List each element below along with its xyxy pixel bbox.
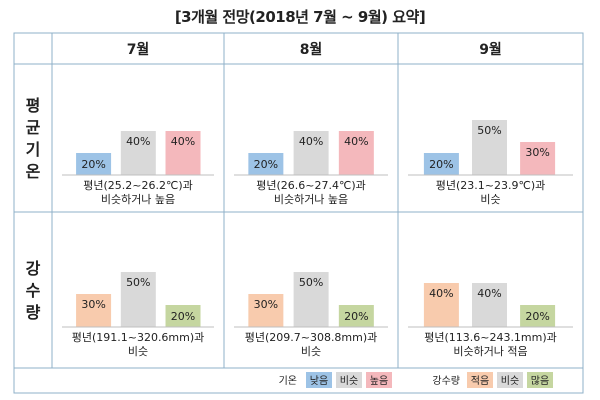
- bar-value-label: 30%: [81, 298, 105, 311]
- bar: [293, 131, 329, 175]
- legend-swatch: [527, 372, 553, 388]
- legend-item-label: 많음: [531, 375, 549, 387]
- legend-temp-title: 기온: [279, 375, 297, 387]
- bar: [472, 283, 507, 327]
- month-header-2: 8월: [300, 41, 323, 58]
- bar: [248, 294, 284, 327]
- legend-item-label: 적음: [471, 375, 489, 387]
- month-header-1: 7월: [127, 41, 150, 58]
- bar: [165, 131, 201, 175]
- outer-frame: [13, 32, 584, 394]
- panel-caption: 비슷: [301, 345, 321, 358]
- bar: [338, 305, 374, 327]
- bar: [520, 305, 556, 327]
- panel-caption: 비슷하거나 높음: [274, 192, 348, 206]
- bar-value-label: 20%: [81, 158, 105, 171]
- panel-caption: 비슷하거나 적음: [453, 344, 527, 358]
- bar: [165, 305, 201, 327]
- legend-item-label: 비슷: [340, 375, 358, 387]
- bar-value-label: 30%: [254, 298, 278, 311]
- bar-value-label: 30%: [525, 146, 549, 159]
- bar: [472, 120, 507, 175]
- legend-swatch: [467, 372, 493, 388]
- bar: [120, 131, 156, 175]
- row-label-cell: [14, 64, 52, 212]
- bar: [338, 131, 374, 175]
- bar-value-label: 40%: [477, 287, 501, 300]
- bar-value-label: 40%: [171, 135, 195, 148]
- bar-value-label: 20%: [344, 310, 368, 323]
- bar-value-label: 40%: [344, 135, 368, 148]
- bar-value-label: 50%: [126, 276, 150, 289]
- bar-value-label: 40%: [429, 287, 453, 300]
- panel-caption: 평년(209.7~308.8mm)과: [245, 331, 378, 344]
- bar-value-label: 20%: [254, 158, 278, 171]
- bar: [293, 272, 329, 327]
- panel-caption: 평년(113.6~243.1mm)과: [424, 331, 557, 344]
- legend-swatch: [366, 372, 392, 388]
- panel-caption: 비슷: [480, 193, 500, 206]
- chart-title: [3개월 전망(2018년 7월 ~ 9월) 요약]: [174, 8, 426, 26]
- bar-value-label: 50%: [477, 124, 501, 137]
- bar: [423, 283, 459, 327]
- bar: [76, 153, 112, 175]
- bar: [76, 294, 112, 327]
- panel-caption: 평년(25.2~26.2℃)과: [83, 179, 193, 192]
- bar: [423, 153, 459, 175]
- legend-swatch: [336, 372, 362, 388]
- bar: [248, 153, 284, 175]
- legend-item-label: 낮음: [310, 375, 328, 387]
- legend-swatch: [306, 372, 332, 388]
- row-label-cell: [14, 212, 52, 368]
- bar-value-label: 20%: [171, 310, 195, 323]
- month-header-3: 9월: [479, 41, 502, 58]
- legend-swatch: [497, 372, 523, 388]
- bar-value-label: 20%: [429, 158, 453, 171]
- bar: [520, 142, 556, 175]
- legend-item-label: 비슷: [501, 375, 519, 387]
- legend-precip-title: 강수량: [432, 375, 460, 387]
- bar-value-label: 40%: [126, 135, 150, 148]
- panel-caption: 평년(191.1~320.6mm)과: [72, 331, 205, 344]
- bar-value-label: 50%: [299, 276, 323, 289]
- bar: [120, 272, 156, 327]
- bar-value-label: 40%: [299, 135, 323, 148]
- legend-item-label: 높음: [370, 375, 388, 387]
- panel-caption: 비슷하거나 높음: [101, 192, 175, 206]
- panel-caption: 평년(23.1~23.9℃)과: [436, 179, 546, 192]
- panel-caption: 평년(26.6~27.4℃)과: [256, 179, 366, 192]
- bar-value-label: 20%: [525, 310, 549, 323]
- panel-caption: 비슷: [128, 345, 148, 358]
